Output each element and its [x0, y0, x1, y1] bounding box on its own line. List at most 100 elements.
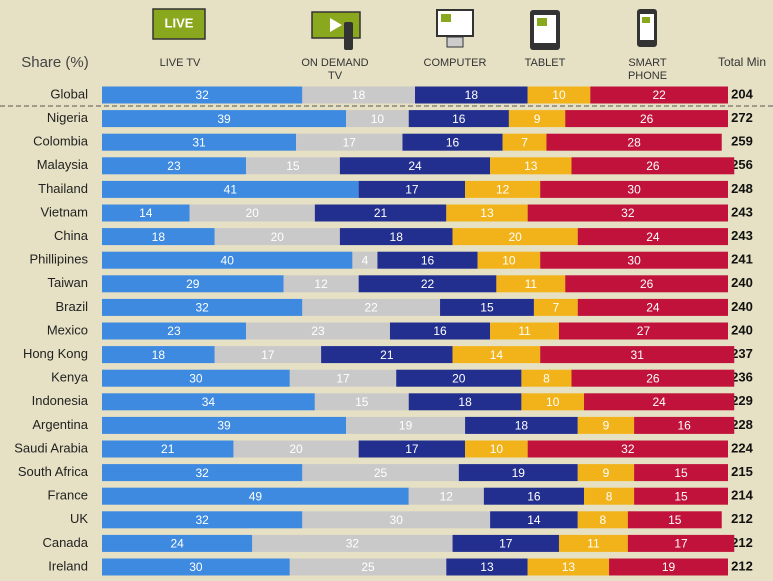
bar-segment [452, 346, 541, 364]
value-label: 15 [355, 395, 369, 409]
value-label: 17 [261, 348, 275, 362]
bar-segment [402, 133, 503, 151]
bar-segment [540, 346, 735, 364]
value-label: 30 [189, 371, 203, 385]
bar-segment [296, 133, 403, 151]
value-label: 23 [311, 324, 325, 338]
bar-segment [314, 204, 447, 222]
value-label: 16 [678, 419, 692, 433]
bar-segment [289, 369, 397, 387]
bar-segment [396, 369, 522, 387]
bar-segment [571, 157, 735, 175]
value-label: 13 [480, 206, 494, 220]
category-label: Hong Kong [23, 346, 88, 361]
value-label: 10 [371, 112, 385, 126]
total-value: 240 [731, 322, 753, 337]
value-label: 11 [518, 324, 531, 338]
value-label: 23 [167, 324, 181, 338]
bar-segment [245, 322, 390, 340]
icons: LIVE [152, 8, 657, 50]
bar-segment [452, 534, 559, 552]
value-label: 31 [631, 348, 645, 362]
value-label: 32 [621, 206, 635, 220]
category-label: Thailand [38, 181, 88, 196]
bar-segment [590, 86, 728, 104]
bar-segment [527, 440, 728, 458]
value-label: 24 [646, 230, 660, 244]
value-label: 26 [640, 277, 654, 291]
bar-segment [627, 534, 735, 552]
bar-segment [214, 346, 322, 364]
value-label: 22 [421, 277, 435, 291]
bar-segment [102, 440, 234, 458]
bar-segment [577, 511, 628, 529]
value-label: 15 [674, 489, 688, 503]
value-label: 16 [446, 135, 460, 149]
bar-segment [214, 228, 340, 246]
bar-segment [321, 346, 453, 364]
category-label: Kenya [51, 370, 89, 385]
bar-segment [533, 298, 578, 316]
value-label: 21 [161, 442, 175, 456]
category-label: Ireland [48, 558, 88, 573]
value-label: 40 [221, 253, 235, 267]
bar-segment [102, 298, 303, 316]
category-label: Mexico [47, 322, 88, 337]
value-label: 10 [546, 395, 560, 409]
value-label: 18 [352, 88, 366, 102]
bar-segment [527, 558, 610, 576]
bar-segment [634, 416, 735, 434]
legend-label: SMART PHONE [627, 57, 668, 82]
bar-segment [302, 511, 491, 529]
value-label: 32 [346, 537, 360, 551]
value-label: 20 [452, 371, 466, 385]
bar-segment [465, 440, 528, 458]
value-label: 17 [499, 537, 513, 551]
bar-segment [446, 204, 528, 222]
total-value: 229 [731, 393, 753, 408]
value-label: 21 [374, 206, 388, 220]
value-label: 18 [515, 419, 529, 433]
value-label: 9 [603, 419, 610, 433]
bar-segment [102, 86, 303, 104]
value-label: 12 [440, 489, 454, 503]
bar-segment [314, 393, 409, 411]
bar-segment [102, 180, 359, 198]
bar-segment [634, 464, 728, 482]
value-label: 32 [195, 466, 209, 480]
bar-segment [540, 180, 728, 198]
value-label: 26 [640, 112, 654, 126]
value-label: 8 [543, 371, 550, 385]
bar-segment [245, 157, 340, 175]
bar-segment [609, 558, 728, 576]
value-label: 16 [421, 253, 435, 267]
bar-segment [565, 110, 728, 128]
bar-segment [571, 369, 735, 387]
total-value: 248 [731, 181, 753, 196]
bar-segment [558, 534, 628, 552]
category-label: Saudi Arabia [14, 440, 88, 455]
bar-segment [452, 228, 578, 246]
total-value: 241 [731, 252, 753, 267]
legend-label: TABLET [524, 57, 566, 69]
value-label: 18 [390, 230, 404, 244]
bar-segment [440, 298, 534, 316]
category-label: Malaysia [37, 157, 89, 172]
value-label: 23 [167, 159, 181, 173]
value-label: 32 [195, 513, 209, 527]
value-label: 24 [652, 395, 666, 409]
value-label: 9 [603, 466, 610, 480]
bar-segment [346, 110, 409, 128]
value-label: 11 [587, 537, 600, 551]
bar-segment [102, 133, 297, 151]
value-label: 15 [286, 159, 300, 173]
bar-segment [490, 322, 559, 340]
value-label: 10 [502, 253, 516, 267]
bar-segment [302, 86, 415, 104]
category-label: South Africa [18, 464, 89, 479]
bar-segment [102, 228, 215, 246]
value-label: 9 [534, 112, 541, 126]
value-label: 11 [525, 277, 538, 291]
bar-segment [302, 464, 459, 482]
